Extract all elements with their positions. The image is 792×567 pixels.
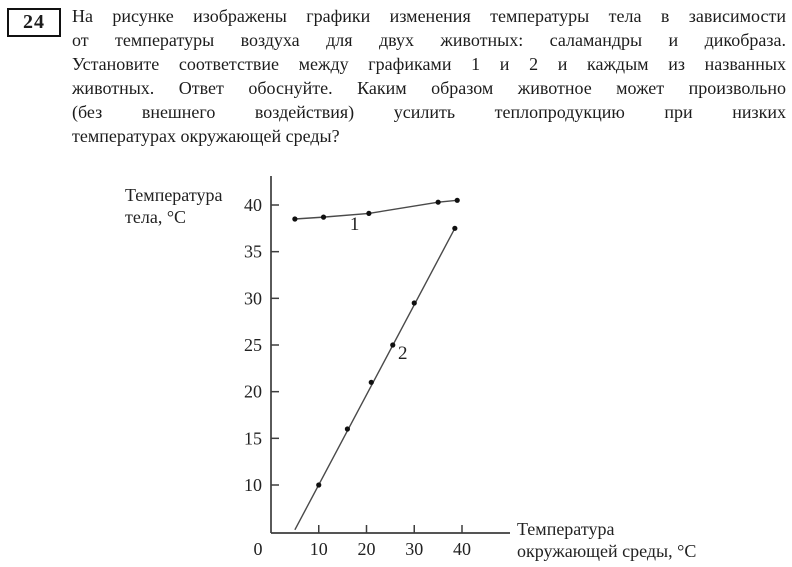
chart: 10 15 20 25 30 35 40 0 10 20 30 40 Температура тела, … [125, 176, 696, 561]
y-axis-title: Температура тела, °С [125, 185, 222, 227]
x-axis-title: Температура окружающей среды, °С [517, 519, 696, 561]
graph-2-label: 2 [398, 343, 408, 364]
x-tick-label: 0 [254, 539, 263, 559]
x-tick-label: 20 [358, 539, 376, 559]
question-text-line: (без внешнего воздействия) усилить тепло… [72, 102, 786, 122]
graph-1-point [292, 216, 298, 222]
question-text-line: температурах окружающей среды? [72, 126, 340, 146]
graph-2-point [368, 379, 374, 385]
graph-2-point [316, 482, 322, 488]
y-tick-label: 40 [244, 195, 262, 215]
graph-2-line [294, 228, 456, 531]
graph-1-point [435, 199, 441, 205]
graph-2-point [344, 426, 350, 432]
graph-2-point [452, 225, 458, 231]
question-text-line: от температуры воздуха для двух животных… [72, 30, 786, 50]
question-number: 24 [23, 11, 45, 33]
question-text-line: животных. Ответ обоснуйте. Каким образом… [72, 78, 786, 98]
graph-1-point [454, 197, 460, 203]
x-tick-label: 40 [453, 539, 471, 559]
graph-1-line [294, 199, 458, 220]
y-tick-label: 10 [244, 475, 262, 495]
y-tick-label: 25 [244, 335, 262, 355]
y-tick-label: 35 [244, 242, 262, 262]
graph-2-point [411, 300, 417, 306]
graph-1-point [366, 210, 372, 217]
x-tick-label: 10 [310, 539, 328, 559]
question-text-line: На рисунке изображены графики изменения … [72, 6, 786, 26]
graph-1-point [320, 214, 327, 220]
x-tick-label: 30 [405, 539, 423, 559]
y-tick-label: 30 [244, 288, 262, 308]
graph-1-label: 1 [350, 214, 360, 235]
question-text-line: Установите соответствие между графиками … [72, 54, 786, 74]
y-tick-label: 15 [244, 428, 262, 448]
graph-2-point [390, 342, 396, 348]
question-text: На рисунке изображены графики изменения … [72, 4, 786, 148]
figure: 10 15 20 25 30 35 40 0 10 20 30 40 Температура тела, … [0, 167, 792, 567]
question-number-box: 24 [7, 8, 61, 37]
y-tick-label: 20 [244, 382, 262, 402]
